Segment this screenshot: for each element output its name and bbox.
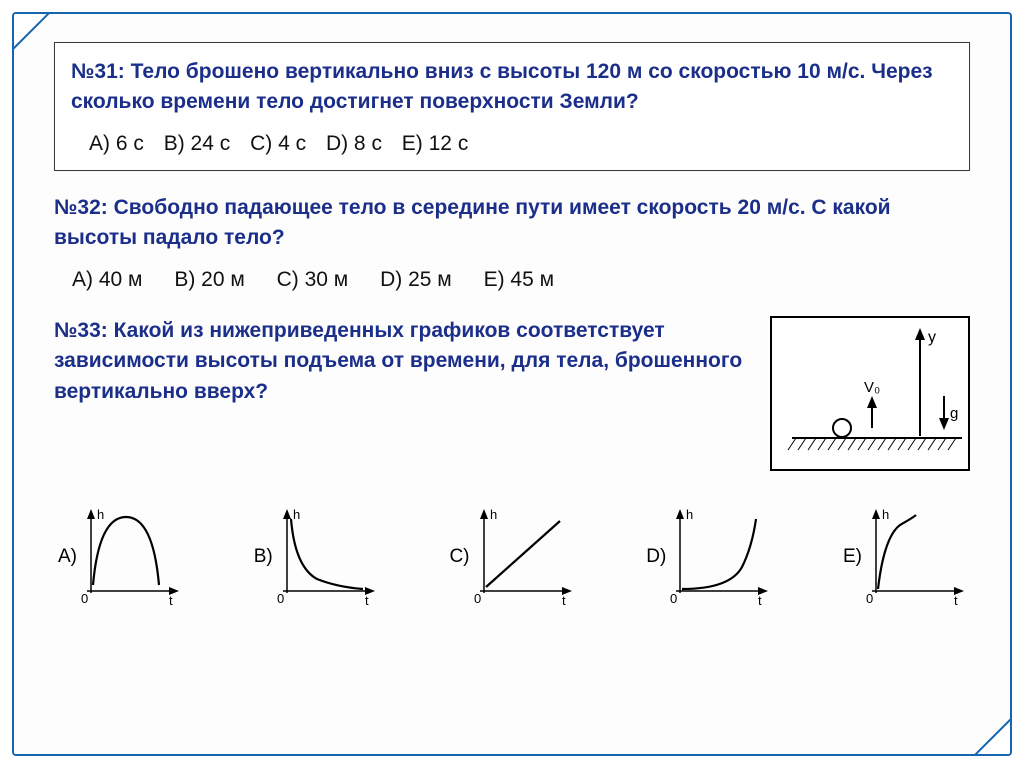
svg-text:t: t — [562, 593, 566, 607]
graph-svg-b: h t 0 — [277, 507, 377, 607]
diagram-g-label: g — [950, 405, 958, 422]
svg-text:t: t — [169, 593, 173, 607]
question-31-body: Тело брошено вертикально вниз с высоты 1… — [71, 60, 933, 113]
graph-curve-e — [878, 515, 916, 589]
q31-option-b: B) 24 с — [164, 132, 231, 155]
svg-text:0: 0 — [277, 591, 284, 606]
svg-text:t: t — [954, 593, 958, 607]
diagram-hatching — [788, 438, 956, 450]
q32-option-e: E) 45 м — [484, 268, 554, 291]
graph-curve-d — [682, 519, 756, 589]
svg-text:0: 0 — [474, 591, 481, 606]
svg-text:h: h — [686, 507, 693, 522]
q31-option-d: D) 8 с — [326, 132, 382, 155]
question-31-box: №31: Тело брошено вертикально вниз с выс… — [54, 42, 970, 171]
q32-option-a: A) 40 м — [72, 268, 142, 291]
question-33-number: №33: — [54, 319, 108, 342]
diagram-v0-label: V₀ — [864, 379, 880, 396]
svg-text:0: 0 — [670, 591, 677, 606]
q31-option-c: C) 4 с — [250, 132, 306, 155]
question-33-row: №33: Какой из нижеприведенных графиков с… — [54, 316, 970, 471]
graph-label-d: D) — [646, 546, 666, 568]
graph-svg-d: h t 0 — [670, 507, 770, 607]
graph-svg-a: h t 0 — [81, 507, 181, 607]
question-31-text: №31: Тело брошено вертикально вниз с выс… — [71, 57, 953, 118]
q32-option-d: D) 25 м — [380, 268, 452, 291]
graph-label-b: B) — [254, 546, 273, 568]
q32-option-b: B) 20 м — [174, 268, 244, 291]
question-33-text-wrap: №33: Какой из нижеприведенных графиков с… — [54, 316, 750, 407]
question-32-options: A) 40 м B) 20 м C) 30 м D) 25 м E) 45 м — [54, 268, 970, 292]
question-33-text: №33: Какой из нижеприведенных графиков с… — [54, 316, 750, 407]
content-area: №31: Тело брошено вертикально вниз с выс… — [14, 14, 1010, 617]
diagram-g-arrowhead — [939, 418, 949, 430]
graph-svg-e: h t 0 — [866, 507, 966, 607]
graph-curve-c — [486, 521, 560, 587]
svg-text:h: h — [882, 507, 889, 522]
graph-svg-c: h t 0 — [474, 507, 574, 607]
graph-item-a: A) h t 0 — [58, 507, 181, 607]
svg-text:h: h — [490, 507, 497, 522]
graph-label-c: C) — [449, 546, 469, 568]
q31-option-e: E) 12 с — [402, 132, 469, 155]
graph-label-a: A) — [58, 546, 77, 568]
graph-item-b: B) h t 0 — [254, 507, 377, 607]
question-32-text: №32: Свободно падающее тело в середине п… — [54, 193, 970, 254]
svg-text:0: 0 — [81, 591, 88, 606]
question-33-body: Какой из нижеприведенных графиков соотве… — [54, 319, 742, 403]
graphs-row: A) h t 0 B) — [54, 507, 970, 607]
question-32-number: №32: — [54, 196, 108, 219]
svg-text:h: h — [97, 507, 104, 522]
graph-curve-a — [93, 517, 159, 585]
question-32-body: Свободно падающее тело в середине пути и… — [54, 196, 891, 249]
svg-text:t: t — [365, 593, 369, 607]
diagram-y-arrowhead — [915, 328, 925, 340]
graph-item-e: E) h t 0 — [843, 507, 966, 607]
svg-text:t: t — [758, 593, 762, 607]
q31-option-a: A) 6 с — [89, 132, 144, 155]
diagram-y-label: y — [928, 329, 936, 346]
question-32-block: №32: Свободно падающее тело в середине п… — [54, 193, 970, 292]
graph-item-c: C) h t 0 — [449, 507, 573, 607]
graph-item-d: D) h t 0 — [646, 507, 770, 607]
frame-clip: №31: Тело брошено вертикально вниз с выс… — [14, 14, 1010, 754]
diagram-ball — [833, 419, 851, 437]
q32-option-c: C) 30 м — [277, 268, 349, 291]
svg-text:0: 0 — [866, 591, 873, 606]
question-31-options: A) 6 с B) 24 с C) 4 с D) 8 с E) 12 с — [71, 132, 953, 156]
corner-notch-bottom-right — [968, 712, 1010, 754]
diagram-svg: y — [772, 318, 968, 469]
graph-curve-b — [291, 519, 363, 589]
graph-label-e: E) — [843, 546, 862, 568]
diagram-v0-arrowhead — [867, 396, 877, 408]
svg-text:h: h — [293, 507, 300, 522]
slide-frame: №31: Тело брошено вертикально вниз с выс… — [12, 12, 1012, 756]
question-33-diagram: y — [770, 316, 970, 471]
question-31-number: №31: — [71, 60, 125, 83]
